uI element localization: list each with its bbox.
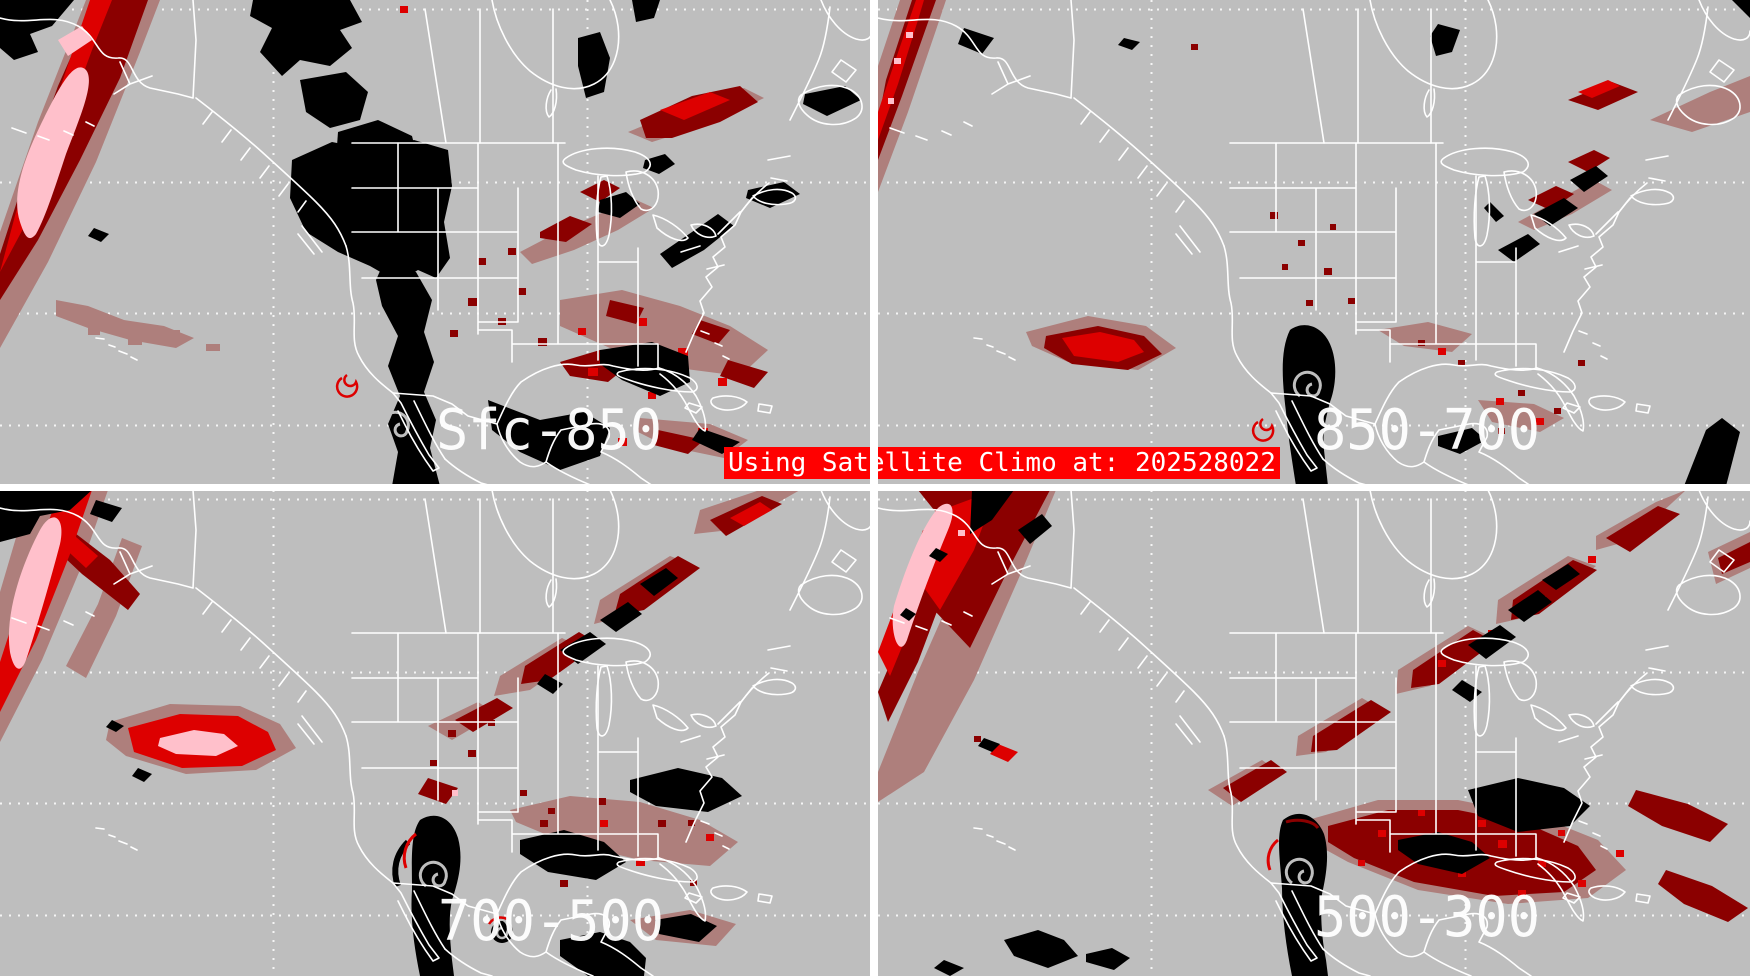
moisture-overlay — [0, 0, 861, 486]
tropical-cyclone-spiral-small — [1251, 417, 1275, 442]
panel-700-500: 700-500 — [0, 490, 872, 976]
panel-850-700: 850-700 — [878, 0, 1750, 486]
tropical-cyclone-spiral — [418, 860, 448, 888]
tropical-cyclone-spiral-small — [335, 373, 359, 398]
moisture-overlay — [878, 490, 1750, 976]
moisture-overlay — [878, 0, 1750, 486]
panel-label-700-500: 700-500 — [438, 889, 664, 954]
panel-label-500-300: 500-300 — [1314, 885, 1540, 950]
panel-label-850-700: 850-700 — [1314, 398, 1540, 463]
status-banner: Using Satellite Climo at: 202528022 — [724, 447, 1280, 479]
panel-divider-horizontal — [0, 484, 1750, 491]
tropical-cyclone-spiral — [1292, 370, 1322, 398]
tropical-cyclone-spiral-small — [486, 917, 510, 940]
tropical-cyclone-spiral — [1284, 857, 1314, 885]
panel-label-sfc-850: Sfc-850 — [436, 398, 662, 463]
status-banner-text: Using Satellite Climo at: 202528022 — [728, 448, 1276, 478]
tropical-cyclone-spiral — [380, 410, 410, 438]
panel-500-300: 500-300 — [878, 490, 1750, 976]
panel-sfc-850: Sfc-850 — [0, 0, 872, 486]
